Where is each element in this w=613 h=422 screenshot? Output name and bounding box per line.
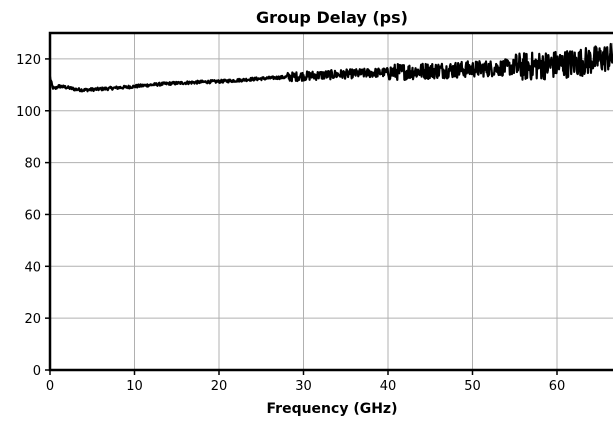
grid-lines: [49, 33, 613, 371]
y-tick-label: 40: [24, 260, 41, 275]
x-tick-label: 40: [380, 379, 397, 394]
series-layer: [48, 42, 613, 93]
y-tick-label: 0: [33, 364, 41, 379]
y-tick-label: 60: [24, 208, 41, 223]
x-axis-label: Frequency (GHz): [267, 401, 398, 417]
plot-frame: [48, 31, 613, 372]
group-delay-line: [48, 42, 613, 93]
y-tick-label: 80: [24, 157, 41, 172]
x-tick-label: 0: [46, 379, 54, 394]
x-tick-label: 60: [549, 379, 566, 394]
chart-title: Group Delay (ps): [256, 8, 408, 27]
y-tick-label: 100: [16, 105, 41, 120]
x-tick-label: 20: [211, 379, 228, 394]
x-tick-label: 50: [464, 379, 481, 394]
x-tick-label: 10: [126, 379, 143, 394]
axis-ticks: 0 10 20 30 40 50 60 0 20 40 60 80 100 120: [16, 53, 565, 394]
y-tick-label: 20: [24, 312, 41, 327]
x-tick-label: 30: [295, 379, 312, 394]
y-tick-label: 120: [16, 53, 41, 68]
